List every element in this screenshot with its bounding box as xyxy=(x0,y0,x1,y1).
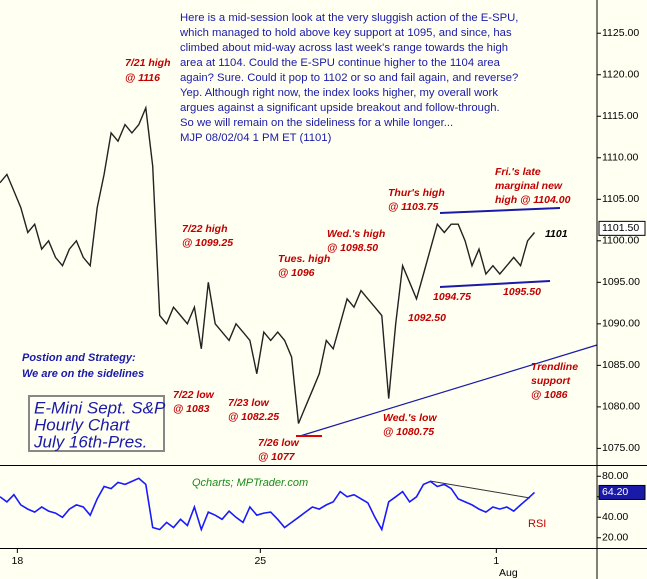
annotation: 7/23 low xyxy=(228,397,270,409)
annotation: high @ 1104.00 xyxy=(495,194,571,206)
commentary-line: MJP 08/02/04 1 PM ET (1101) xyxy=(180,132,332,144)
annotation: 1094.75 xyxy=(433,291,471,303)
annotation: @ 1096 xyxy=(278,267,315,279)
annotation: @ 1103.75 xyxy=(388,201,438,213)
commentary-line: climbed about mid-way across last week's… xyxy=(180,42,508,54)
annotation: 7/22 low xyxy=(173,389,215,401)
strategy: We are on the sidelines xyxy=(22,368,144,380)
channel-top xyxy=(439,207,561,214)
chart-title: E-Mini Sept. S&P xyxy=(34,398,166,417)
x-sublabel: Aug xyxy=(499,567,518,579)
annotation: 1101 xyxy=(545,228,568,240)
annotation: @ 1116 xyxy=(125,72,160,84)
x-tick-label: 1 xyxy=(493,555,499,567)
commentary: Here is a mid-session look at the very s… xyxy=(179,12,518,144)
x-tick-label: 18 xyxy=(12,555,24,567)
y-tick-label: 1075.00 xyxy=(602,442,640,454)
y-tick-label: 1085.00 xyxy=(602,359,640,371)
annotation: 1092.50 xyxy=(408,312,446,324)
y-tick-label: 1095.00 xyxy=(602,276,640,288)
commentary-line: again? Sure. Could it pop to 1102 or so … xyxy=(180,72,518,84)
chart-title: July 16th-Pres. xyxy=(33,432,147,451)
annotation: 7/21 high xyxy=(125,57,171,69)
commentary-line: which managed to hold above key support … xyxy=(179,27,512,39)
annotation: Thur's high xyxy=(388,187,445,199)
annotation: @ 1086 xyxy=(531,389,568,401)
y-tick-label: 1110.00 xyxy=(602,152,639,164)
y-tick-label: 1125.00 xyxy=(602,27,639,39)
chart-title: Hourly Chart xyxy=(34,415,131,434)
last-value-label: 1101.50 xyxy=(602,222,639,234)
title-box xyxy=(28,395,165,452)
annotation: @ 1080.75 xyxy=(383,426,434,438)
commentary-line: Yep. Although right now, the index looks… xyxy=(180,87,498,99)
commentary-line: area at 1104. Could the E-SPU continue h… xyxy=(180,57,501,69)
trendline xyxy=(299,344,598,437)
source: Qcharts; MPTrader.com xyxy=(192,477,308,489)
y-tick-label: 80.00 xyxy=(602,470,628,482)
annotation: @ 1098.50 xyxy=(327,242,378,254)
annotation: support xyxy=(531,375,571,387)
annotation: Tues. high xyxy=(278,253,330,265)
last-value-label: 64.20 xyxy=(602,486,628,498)
y-tick-label: 20.00 xyxy=(602,532,628,544)
y-tick-label: 1080.00 xyxy=(602,401,640,413)
annotation: 1095.50 xyxy=(503,286,541,298)
y-tick-label: 1120.00 xyxy=(602,69,639,81)
annotation: @ 1077 xyxy=(258,451,296,463)
y-tick-label: 1090.00 xyxy=(602,318,640,330)
annotation: Fri.'s late xyxy=(495,166,541,178)
annotation: @ 1099.25 xyxy=(182,237,233,249)
channel-bottom xyxy=(439,280,551,288)
last-value-box xyxy=(598,220,646,236)
y-tick-label: 1115.00 xyxy=(602,110,639,122)
commentary-line: So we will remain on the sideliness for … xyxy=(180,117,453,129)
y-tick-label: 1105.00 xyxy=(602,193,639,205)
annotation: 7/22 high xyxy=(182,223,228,235)
annotation: @ 1083 xyxy=(173,403,210,415)
commentary-line: argues against a significant upside brea… xyxy=(180,102,500,114)
annotation: Wed.'s high xyxy=(327,228,385,240)
annotation: 7/26 low xyxy=(258,437,300,449)
last-value-box xyxy=(598,484,646,500)
y-tick-label: 1100.00 xyxy=(602,235,639,247)
strategy: Postion and Strategy: xyxy=(22,352,136,364)
rsi-trendline xyxy=(429,480,531,499)
commentary-line: Here is a mid-session look at the very s… xyxy=(180,12,518,24)
x-tick-label: 25 xyxy=(254,555,266,567)
price-line xyxy=(0,105,536,424)
annotation: Wed.'s low xyxy=(383,412,437,424)
annotation: Trendline xyxy=(531,361,578,373)
annotation: @ 1082.25 xyxy=(228,411,279,423)
trend-lines xyxy=(296,207,598,499)
annotations: 7/21 high @ 1116 7/22 high @ 1099.25 Tue… xyxy=(22,57,578,530)
rsi-line xyxy=(0,477,536,532)
rsi-label: RSI xyxy=(528,518,546,530)
annotation: marginal new xyxy=(495,180,563,192)
y-tick-label: 40.00 xyxy=(602,511,628,523)
